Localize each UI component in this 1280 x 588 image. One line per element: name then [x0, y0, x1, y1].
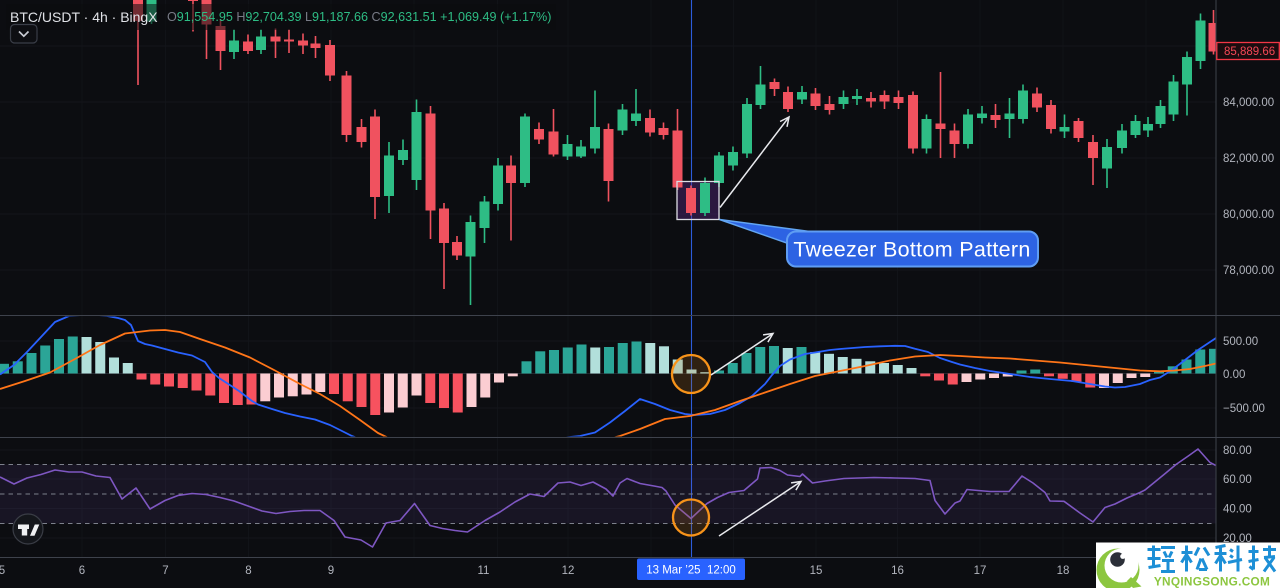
svg-text:82,000.00: 82,000.00 [1223, 153, 1274, 165]
svg-text:500.00: 500.00 [1223, 336, 1258, 348]
svg-text:13 Mar ’25 12:00: 13 Mar ’25 12:00 [646, 565, 736, 577]
svg-text:5: 5 [0, 565, 5, 577]
svg-text:9: 9 [328, 565, 334, 577]
svg-text:20.00: 20.00 [1223, 533, 1252, 545]
svg-text:7: 7 [162, 565, 168, 577]
svg-text:BTC/USDT · 4h · BingX: BTC/USDT · 4h · BingX [10, 9, 158, 25]
svg-text:0.00: 0.00 [1223, 369, 1245, 381]
svg-text:16: 16 [891, 565, 904, 577]
svg-text:−500.00: −500.00 [1223, 403, 1265, 415]
svg-text:YNQINGSONG.COM: YNQINGSONG.COM [1154, 575, 1270, 588]
svg-text:12: 12 [562, 565, 575, 577]
svg-text:O91,554.95 H92,704.39 L91,187.: O91,554.95 H92,704.39 L91,187.66 C92,631… [167, 10, 551, 24]
svg-text:11: 11 [478, 565, 490, 577]
svg-text:40.00: 40.00 [1223, 504, 1252, 516]
svg-text:15: 15 [810, 565, 823, 577]
svg-text:Tweezer Bottom Pattern: Tweezer Bottom Pattern [793, 238, 1030, 262]
svg-text:80.00: 80.00 [1223, 445, 1252, 457]
svg-text:60.00: 60.00 [1223, 474, 1252, 486]
svg-text:18: 18 [1057, 565, 1070, 577]
svg-text:85,889.66: 85,889.66 [1224, 46, 1275, 58]
svg-text:8: 8 [245, 565, 251, 577]
svg-text:84,000.00: 84,000.00 [1223, 97, 1274, 109]
svg-text:78,000.00: 78,000.00 [1223, 265, 1274, 277]
svg-text:17: 17 [974, 565, 987, 577]
svg-text:6: 6 [79, 565, 85, 577]
svg-text:80,000.00: 80,000.00 [1223, 209, 1274, 221]
